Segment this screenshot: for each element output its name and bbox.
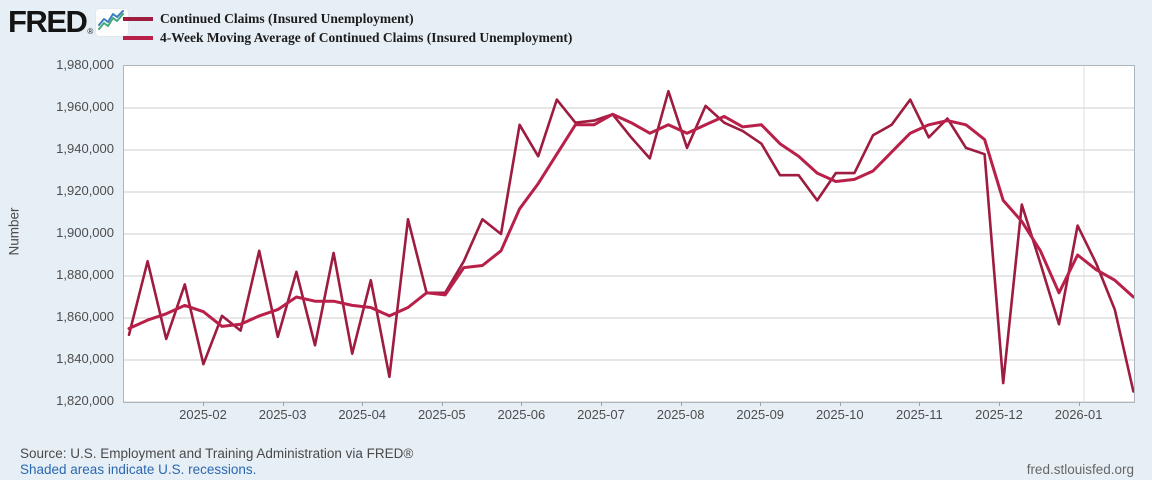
x-tick-mark	[1078, 402, 1080, 406]
y-tick-label: 1,940,000	[56, 141, 114, 156]
chart-canvas	[124, 66, 1134, 402]
legend-item-4wk-moving-average: 4-Week Moving Average of Continued Claim…	[123, 28, 572, 47]
x-tick-label: 2025-04	[338, 407, 387, 422]
series-line-4wk-moving-average	[127, 112, 1134, 330]
x-tick-mark	[521, 402, 523, 406]
x-tick-label: 2025-11	[896, 407, 943, 422]
x-tick-label: 2025-08	[656, 407, 705, 422]
x-tick-label: 2025-12	[975, 407, 1023, 422]
x-tick-mark	[362, 402, 364, 406]
y-tick-label: 1,840,000	[56, 351, 114, 366]
y-tick-label: 1,920,000	[56, 183, 114, 198]
line-chart-icon	[96, 8, 129, 36]
x-tick-mark	[919, 402, 921, 406]
x-tick-mark	[760, 402, 762, 406]
fred-site-link[interactable]: fred.stlouisfed.org	[1026, 462, 1134, 477]
series-line-continued-claims	[127, 89, 1134, 393]
y-tick-label: 1,980,000	[56, 57, 114, 72]
x-tick-label: 2025-02	[179, 407, 227, 422]
series2-label: 4-Week Moving Average of Continued Claim…	[160, 30, 573, 45]
x-tick-mark	[203, 402, 204, 406]
series1-swatch	[123, 16, 153, 21]
y-tick-label: 1,900,000	[56, 225, 114, 240]
x-tick-label: 2025-06	[497, 407, 546, 422]
chart-legend: Continued Claims (Insured Unemployment) …	[123, 9, 572, 47]
x-tick-label: 2025-03	[258, 407, 307, 422]
recession-note-link[interactable]: Shaded areas indicate U.S. recessions.	[20, 462, 257, 477]
x-tick-label: 2025-07	[577, 407, 625, 422]
x-tick-mark	[441, 402, 443, 406]
registered-trademark: ®	[87, 27, 94, 36]
x-tick-label: 2026-01	[1054, 407, 1103, 422]
series2-swatch	[123, 35, 153, 40]
fred-wordmark: FRED	[8, 4, 88, 39]
series1-label: Continued Claims (Insured Unemployment)	[160, 11, 414, 26]
source-text: Source: U.S. Employment and Training Adm…	[20, 446, 414, 461]
x-tick-mark	[680, 402, 682, 406]
plot-area	[123, 65, 1135, 403]
x-tick-label: 2025-10	[815, 407, 864, 422]
x-tick-label: 2025-09	[736, 407, 785, 422]
y-tick-label: 1,860,000	[56, 309, 114, 324]
x-tick-mark	[839, 402, 841, 406]
y-tick-label: 1,960,000	[56, 99, 114, 114]
y-tick-label: 1,880,000	[56, 267, 114, 282]
fred-logo: FRED ®	[8, 4, 129, 40]
x-tick-mark	[282, 402, 284, 406]
y-tick-label: 1,820,000	[56, 393, 114, 408]
x-tick-mark	[601, 402, 602, 406]
x-tick-label: 2025-05	[417, 407, 466, 422]
legend-item-continued-claims: Continued Claims (Insured Unemployment)	[123, 9, 572, 28]
x-tick-mark	[999, 402, 1000, 406]
